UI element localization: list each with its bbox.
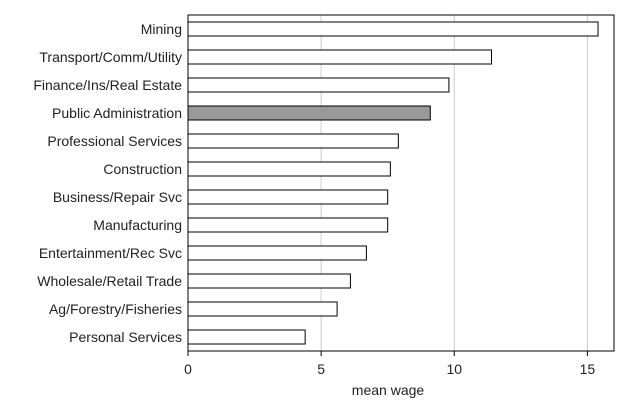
category-label: Personal Services [69,329,182,345]
x-tick-label: 10 [446,361,462,377]
x-axis-ticks: 0 5 10 15 [184,351,595,377]
bar-business-repair-svc [187,189,389,205]
x-tick-label: 5 [317,361,325,377]
category-label: Construction [103,161,182,177]
category-label: Ag/Forestry/Fisheries [49,301,182,317]
x-axis-title: mean wage [352,382,425,398]
category-label: Wholesale/Retail Trade [37,273,182,289]
category-label: Manufacturing [93,217,182,233]
bar-ag-forestry-fisheries [187,301,338,317]
category-label: Professional Services [47,133,182,149]
bars [187,21,599,345]
category-label: Public Administration [52,105,182,121]
bar-public-administration [187,105,431,121]
bar-transport-comm-utility [187,49,493,65]
bar-entertainment-rec-svc [187,245,367,261]
plot-frame [187,14,615,352]
x-tick-label: 0 [184,361,192,377]
category-labels: Mining Transport/Comm/Utility Finance/Ins/… [33,21,182,345]
bar-personal-services [187,329,306,345]
category-label: Entertainment/Rec Svc [39,245,182,261]
x-tick-label: 15 [580,361,596,377]
bar-construction [187,161,391,177]
bar-mining [187,21,599,37]
category-label: Business/Repair Svc [53,189,182,205]
bar-professional-services [187,133,399,149]
bar-wholesale-retail-trade [187,273,351,289]
bar-manufacturing [187,217,389,233]
category-label: Transport/Comm/Utility [39,49,182,65]
category-label: Mining [141,21,182,37]
grid-lines [320,15,588,351]
category-label: Finance/Ins/Real Estate [33,77,182,93]
bar-finance-ins-real-estate [187,77,450,93]
